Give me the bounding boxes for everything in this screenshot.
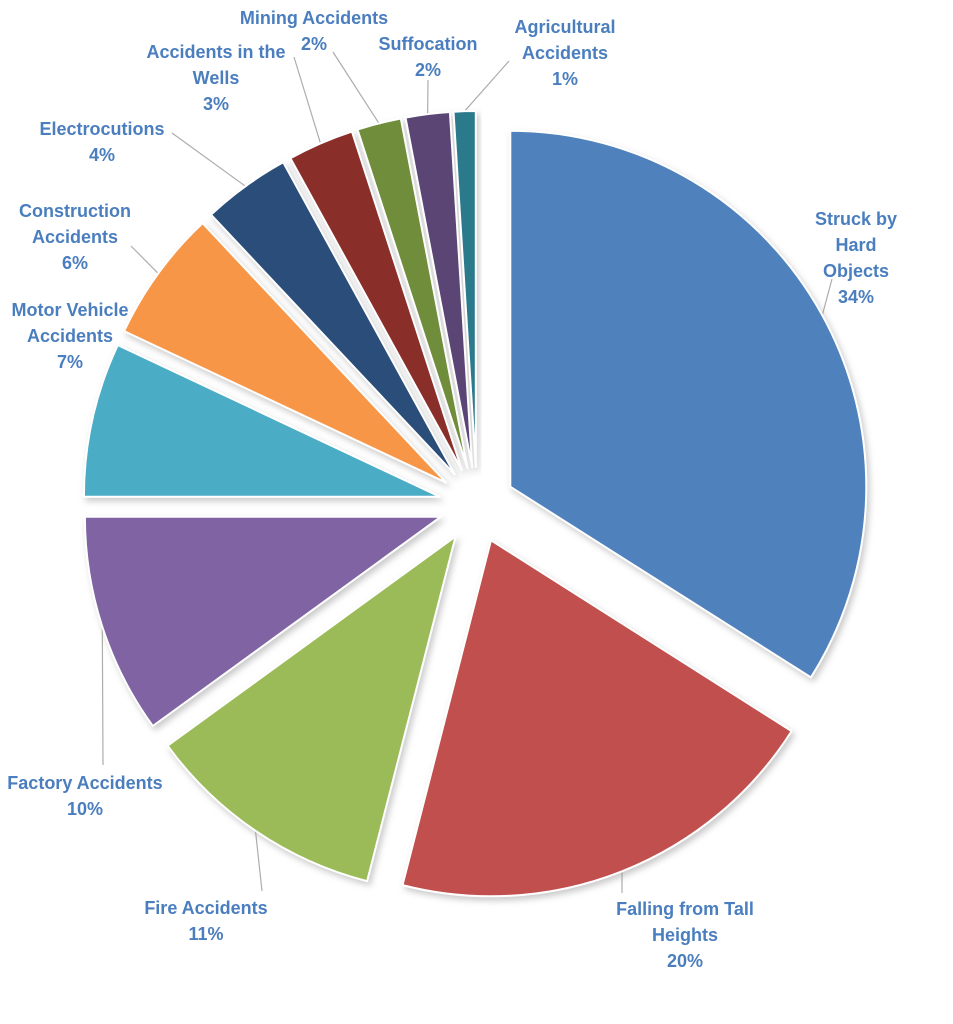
leader-line-construction-accidents — [130, 245, 159, 274]
leader-line-electrocutions — [171, 132, 246, 187]
leader-line-accidents-in-the-wells — [293, 56, 322, 144]
leader-line-agricultural-accidents — [464, 60, 510, 112]
leader-line-fire-accidents — [254, 830, 263, 892]
pie-slice-factory-accidents — [83, 515, 442, 727]
pie-slice-accidents-in-the-wells — [289, 130, 463, 472]
pie-slice-fire-accidents — [166, 535, 457, 883]
leader-lines — [101, 51, 833, 893]
pie-slice-struck-by-hard-objects — [509, 129, 868, 679]
pie-slices — [82, 110, 868, 898]
leader-line-factory-accidents — [101, 626, 104, 766]
leader-line-struck-by-hard-objects — [821, 278, 833, 316]
pie-slice-motor-vehicle-accidents — [82, 344, 441, 498]
pie-slice-suffocation — [404, 111, 474, 469]
leader-line-mining-accidents — [332, 51, 380, 124]
pie-slice-mining-accidents — [356, 117, 469, 470]
pie-slice-electrocutions — [210, 161, 456, 476]
pie-slice-agricultural-accidents — [452, 110, 477, 468]
pie-slice-construction-accidents — [123, 222, 448, 484]
pie-slice-falling-from-tall-heights — [401, 539, 793, 898]
